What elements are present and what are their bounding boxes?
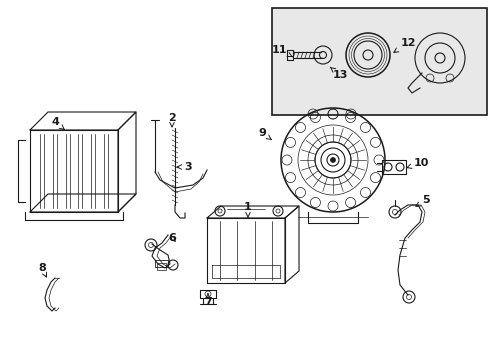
Text: 8: 8 [38, 263, 46, 277]
Text: 7: 7 [203, 294, 211, 307]
Text: 4: 4 [51, 117, 64, 129]
Text: 5: 5 [415, 195, 429, 206]
Text: 10: 10 [406, 158, 428, 168]
Circle shape [330, 158, 335, 162]
Text: 2: 2 [168, 113, 176, 127]
Text: 11: 11 [271, 45, 292, 57]
Bar [271, 8, 486, 115]
Text: 1: 1 [244, 202, 251, 217]
Text: 3: 3 [177, 162, 191, 172]
Text: 9: 9 [258, 128, 271, 139]
Text: 12: 12 [393, 38, 415, 53]
Text: 6: 6 [168, 233, 176, 243]
Text: 13: 13 [329, 67, 347, 80]
